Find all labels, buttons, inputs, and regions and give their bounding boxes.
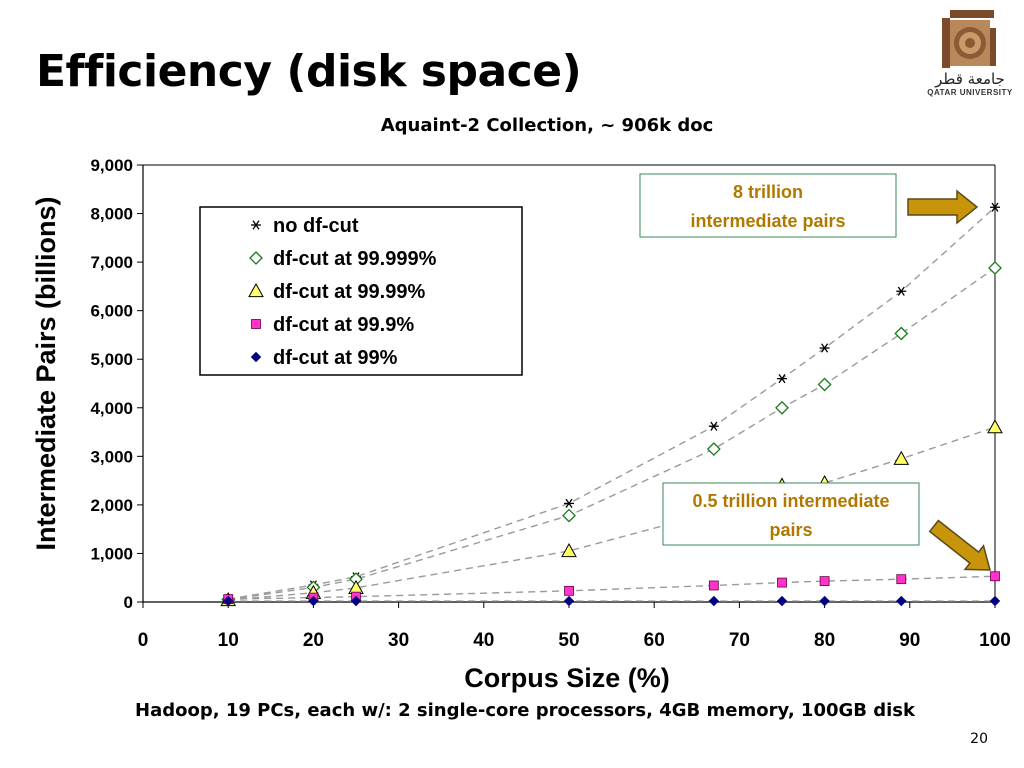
slide-title: Efficiency (disk space) bbox=[36, 46, 582, 97]
data-point bbox=[777, 577, 787, 588]
y-tick-label: 4,000 bbox=[90, 399, 133, 418]
y-axis-label: Intermediate Pairs (billions) bbox=[31, 196, 61, 550]
data-point bbox=[350, 595, 362, 607]
data-point bbox=[894, 326, 909, 341]
data-point bbox=[775, 400, 789, 415]
x-tick-label: 10 bbox=[218, 630, 239, 651]
data-point bbox=[564, 585, 574, 596]
data-point bbox=[819, 576, 830, 587]
trendline bbox=[228, 267, 996, 601]
y-tick-label: 5,000 bbox=[90, 350, 133, 369]
data-point bbox=[990, 202, 1000, 212]
y-tick-label: 8,000 bbox=[90, 205, 133, 224]
scatter-chart: 0 1,000 2,000 3,000 4,000 5,000 6,000 7,000 8,00… bbox=[31, 156, 1011, 693]
legend-label: df-cut at 99.999% bbox=[273, 248, 437, 270]
data-point bbox=[988, 261, 1002, 275]
annotation-text: pairs bbox=[769, 520, 812, 540]
page-number: 20 bbox=[970, 731, 988, 747]
data-point bbox=[896, 286, 907, 296]
annotation-arrow bbox=[928, 519, 991, 571]
y-tick-label: 3,000 bbox=[90, 447, 133, 466]
data-point bbox=[708, 595, 720, 607]
annotation-text: 8 trillion bbox=[733, 182, 803, 202]
data-point bbox=[893, 450, 910, 465]
legend-marker bbox=[251, 220, 261, 230]
legend-label: df-cut at 99.9% bbox=[273, 314, 414, 336]
x-tick-label: 30 bbox=[388, 630, 409, 651]
data-point bbox=[987, 419, 1003, 434]
data-point bbox=[777, 374, 787, 384]
y-tick-label: 1,000 bbox=[90, 544, 133, 563]
x-tick-label: 0 bbox=[138, 630, 149, 651]
legend-marker bbox=[251, 319, 261, 329]
data-point bbox=[708, 421, 719, 431]
logo-emblem-icon bbox=[942, 10, 996, 68]
legend-marker bbox=[249, 251, 263, 265]
y-tick-label: 9,000 bbox=[90, 156, 133, 175]
qatar-university-logo: جامعة قطر QATAR UNIVERSITY bbox=[920, 8, 1020, 106]
annotation-box bbox=[639, 173, 897, 238]
y-tick-label: 0 bbox=[124, 593, 133, 612]
legend-marker bbox=[248, 282, 264, 298]
legend-marker bbox=[250, 351, 262, 363]
data-point bbox=[222, 595, 234, 607]
data-point bbox=[562, 508, 576, 523]
data-point bbox=[776, 595, 788, 607]
data-point bbox=[817, 377, 832, 392]
x-tick-label: 40 bbox=[473, 630, 494, 651]
data-point bbox=[564, 498, 574, 509]
legend-label: df-cut at 99% bbox=[273, 347, 398, 369]
data-point bbox=[990, 571, 1000, 582]
annotation-text: 0.5 trillion intermediate bbox=[692, 491, 889, 511]
y-tick-label: 7,000 bbox=[90, 253, 133, 272]
x-tick-label: 100 bbox=[979, 630, 1011, 651]
footnote: Hadoop, 19 PCs, each w/: 2 single-core p… bbox=[135, 700, 915, 721]
annotation-1: 8 trillion intermediate pairs bbox=[639, 173, 979, 238]
data-point bbox=[896, 574, 907, 585]
annotation-box bbox=[662, 482, 920, 546]
x-tick-label: 70 bbox=[729, 630, 750, 651]
logo-english-text: QATAR UNIVERSITY bbox=[927, 88, 1013, 97]
data-point bbox=[896, 595, 907, 607]
data-point bbox=[706, 442, 721, 456]
legend-label: no df-cut bbox=[273, 215, 359, 237]
chart-title: Aquaint-2 Collection, ~ 906k doc bbox=[380, 115, 714, 136]
data-point bbox=[819, 595, 830, 607]
logo-arabic-text: جامعة قطر bbox=[935, 70, 1005, 88]
data-point bbox=[308, 595, 319, 607]
data-point bbox=[561, 542, 577, 558]
x-tick-label: 90 bbox=[899, 630, 920, 651]
x-tick-label: 50 bbox=[558, 630, 579, 651]
annotation-2: 0.5 trillion intermediate pairs bbox=[662, 482, 991, 571]
legend-label: df-cut at 99.99% bbox=[273, 281, 425, 303]
data-point bbox=[708, 580, 719, 591]
x-tick-label: 80 bbox=[814, 630, 835, 651]
y-tick-label: 2,000 bbox=[90, 496, 133, 515]
annotation-text: intermediate pairs bbox=[690, 211, 845, 231]
x-tick-label: 60 bbox=[644, 630, 665, 651]
trendline bbox=[228, 575, 996, 600]
data-point bbox=[563, 595, 575, 607]
legend: no df-cut df-cut at 99.999% df-cut at 99.9… bbox=[199, 206, 523, 376]
data-point bbox=[819, 343, 830, 353]
x-tick-label: 20 bbox=[303, 630, 324, 651]
x-axis-label: Corpus Size (%) bbox=[464, 663, 670, 693]
data-point bbox=[989, 595, 1001, 607]
y-tick-label: 6,000 bbox=[90, 302, 133, 321]
annotation-arrow bbox=[907, 189, 979, 225]
